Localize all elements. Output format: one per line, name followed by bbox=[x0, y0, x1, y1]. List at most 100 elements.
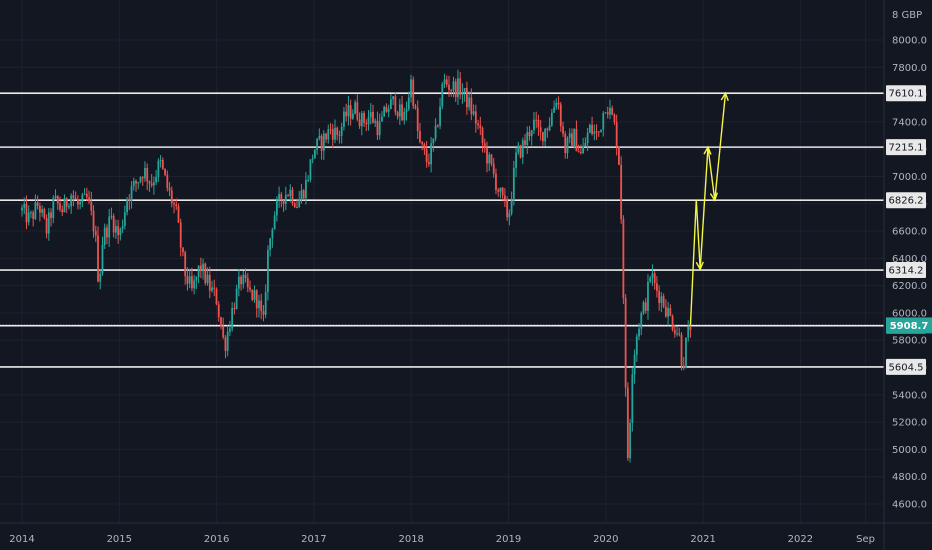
candle-body bbox=[287, 195, 289, 197]
candle-body bbox=[611, 107, 614, 115]
candle-body bbox=[533, 119, 535, 131]
candle-body bbox=[128, 199, 131, 201]
candle-body bbox=[405, 109, 408, 112]
last-price-tag bbox=[886, 317, 932, 334]
candle-body bbox=[369, 111, 372, 118]
candle-body bbox=[673, 329, 676, 334]
candle-body bbox=[282, 200, 285, 204]
candle-body bbox=[593, 131, 596, 134]
candle-body bbox=[226, 331, 229, 351]
candle-body bbox=[635, 336, 638, 355]
y-tick-label: 8000.0 bbox=[892, 36, 927, 47]
candle-body bbox=[501, 187, 504, 196]
candle-body bbox=[548, 125, 551, 131]
candle-body bbox=[544, 128, 547, 142]
candle-body bbox=[186, 276, 189, 284]
candle-body bbox=[423, 143, 426, 150]
candle-body bbox=[550, 112, 553, 126]
candle-body bbox=[642, 302, 645, 314]
candle-body bbox=[251, 289, 254, 300]
candle-body bbox=[197, 265, 200, 277]
level-tag-text: 6826.2 bbox=[889, 196, 924, 207]
candle-body bbox=[624, 297, 627, 388]
candle-body bbox=[32, 212, 35, 219]
candle-body bbox=[414, 106, 417, 109]
time-axis[interactable]: 2014 2015 2016 2017 2018 2019 2020 2021 2022 Sep bbox=[0, 522, 932, 545]
candle-body bbox=[76, 199, 79, 205]
candle-body bbox=[291, 189, 294, 204]
candle-body bbox=[34, 202, 37, 219]
candle-body bbox=[184, 252, 187, 277]
candle-body bbox=[300, 190, 303, 200]
candle-body bbox=[495, 173, 497, 190]
candle-body bbox=[669, 308, 672, 317]
y-tick-label: 7400.0 bbox=[892, 117, 927, 128]
candle-body bbox=[164, 168, 166, 175]
candle-body bbox=[432, 138, 435, 144]
candle-body bbox=[486, 148, 488, 164]
candle-body bbox=[52, 198, 55, 219]
candle-body bbox=[137, 182, 140, 184]
candle-body bbox=[347, 105, 350, 117]
projection-arrows bbox=[689, 91, 729, 326]
candle-body bbox=[360, 112, 363, 127]
candle-body bbox=[206, 274, 209, 284]
candle-body bbox=[327, 129, 330, 140]
candle-body bbox=[434, 125, 437, 139]
candle-body bbox=[597, 131, 600, 133]
candle-body bbox=[410, 79, 412, 98]
candle-body bbox=[358, 119, 361, 127]
projection-arrowhead bbox=[720, 91, 729, 101]
candle-body bbox=[537, 119, 540, 128]
candle-body bbox=[79, 202, 82, 205]
y-tick-label: 7000.0 bbox=[892, 172, 927, 183]
candle-body bbox=[430, 143, 433, 165]
candle-body bbox=[182, 247, 184, 253]
candle-body bbox=[50, 212, 52, 219]
level-tag-text: 7610.1 bbox=[889, 89, 924, 100]
candle-body bbox=[488, 154, 491, 164]
candle-body bbox=[244, 274, 247, 278]
candle-body bbox=[387, 109, 390, 112]
candle-body bbox=[293, 203, 296, 207]
candle-body bbox=[401, 104, 403, 121]
candle-body bbox=[72, 195, 75, 199]
candle-body bbox=[97, 235, 99, 282]
candle-body bbox=[273, 215, 276, 230]
candle-body bbox=[479, 125, 482, 129]
candle-body bbox=[354, 102, 357, 114]
candle-body bbox=[54, 195, 57, 199]
candle-body bbox=[524, 140, 526, 145]
candle-body bbox=[70, 195, 73, 207]
y-tick-label: 6000.0 bbox=[892, 308, 927, 319]
candle-body bbox=[253, 290, 256, 300]
candle-body bbox=[320, 136, 323, 151]
candle-body bbox=[662, 296, 665, 307]
candle-body bbox=[620, 164, 623, 220]
candle-body bbox=[519, 145, 522, 158]
x-tick-label: 2021 bbox=[690, 534, 715, 545]
candle-body bbox=[340, 126, 343, 136]
candle-body bbox=[517, 145, 520, 153]
candle-body bbox=[530, 130, 533, 137]
candle-body bbox=[573, 128, 576, 146]
candle-body bbox=[90, 201, 93, 211]
candle-body bbox=[385, 106, 388, 112]
candle-body bbox=[396, 112, 399, 117]
candle-body bbox=[463, 88, 466, 93]
candle-body bbox=[436, 125, 439, 127]
candle-body bbox=[566, 137, 569, 154]
projection-segment bbox=[699, 147, 709, 270]
candle-body bbox=[535, 119, 538, 121]
candle-body bbox=[503, 195, 506, 200]
x-tick-label: 2019 bbox=[496, 534, 521, 545]
candle-body bbox=[378, 121, 381, 136]
candle-body bbox=[264, 291, 267, 315]
candle-body bbox=[445, 79, 448, 85]
candle-body bbox=[61, 209, 64, 213]
candle-body bbox=[394, 96, 397, 113]
candle-body bbox=[452, 81, 455, 91]
candle-body bbox=[309, 159, 312, 180]
candle-body bbox=[459, 78, 462, 95]
